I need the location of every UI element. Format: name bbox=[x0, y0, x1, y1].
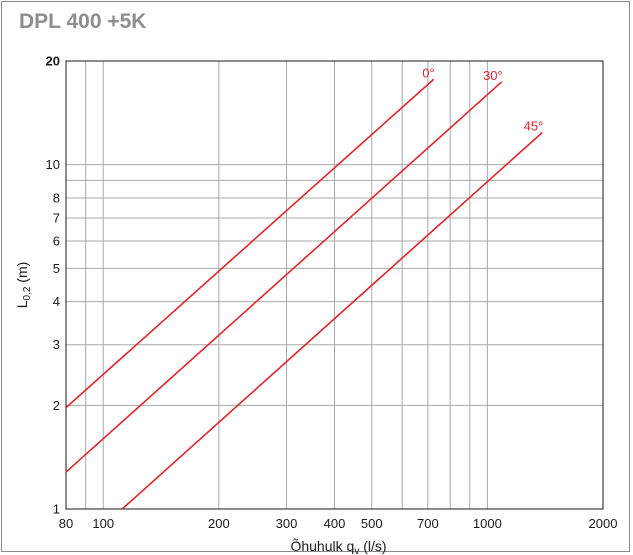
x-tick-label: 100 bbox=[92, 516, 114, 531]
series-label: 30° bbox=[483, 68, 503, 83]
y-tick-label: 10 bbox=[46, 157, 60, 172]
series-group: 0° 30° 45° bbox=[65, 65, 544, 510]
x-tick-label: 1000 bbox=[473, 516, 502, 531]
series-label: 0° bbox=[422, 65, 434, 80]
x-tick-label: 200 bbox=[208, 516, 230, 531]
y-axis-label: L0,2 (m) bbox=[14, 262, 33, 309]
y-tick-label: 7 bbox=[53, 210, 60, 225]
plot-area bbox=[65, 60, 604, 510]
x-tick-label: 80 bbox=[59, 516, 73, 531]
y-tick-label: 5 bbox=[53, 261, 60, 276]
grid bbox=[66, 61, 603, 509]
y-tick-label: 1 bbox=[53, 502, 60, 517]
y-tick-label: 3 bbox=[53, 337, 60, 352]
series-line bbox=[65, 78, 435, 409]
chart-title: DPL 400 +5K bbox=[19, 10, 147, 33]
x-axis-label: Õhuhulk qv (l/s) bbox=[290, 538, 386, 555]
x-tick-label: 300 bbox=[276, 516, 298, 531]
y-tick-label: 8 bbox=[53, 191, 60, 206]
series-line bbox=[65, 81, 503, 473]
y-tick-label: 2 bbox=[53, 398, 60, 413]
x-tick-label: 2000 bbox=[589, 516, 618, 531]
series-label: 45° bbox=[524, 118, 544, 133]
series-line bbox=[121, 131, 543, 510]
tick-labels: 80 100 200 300 400 500 700 1000 2000 1 2 3 4 5 6 7 8 10 20 bbox=[46, 54, 618, 532]
x-tick-label: 700 bbox=[417, 516, 439, 531]
x-tick-label: 400 bbox=[324, 516, 346, 531]
x-tick-label: 500 bbox=[361, 516, 383, 531]
y-tick-label: 6 bbox=[53, 234, 60, 249]
y-tick-label: 20 bbox=[46, 54, 60, 69]
y-tick-label: 4 bbox=[53, 294, 60, 309]
